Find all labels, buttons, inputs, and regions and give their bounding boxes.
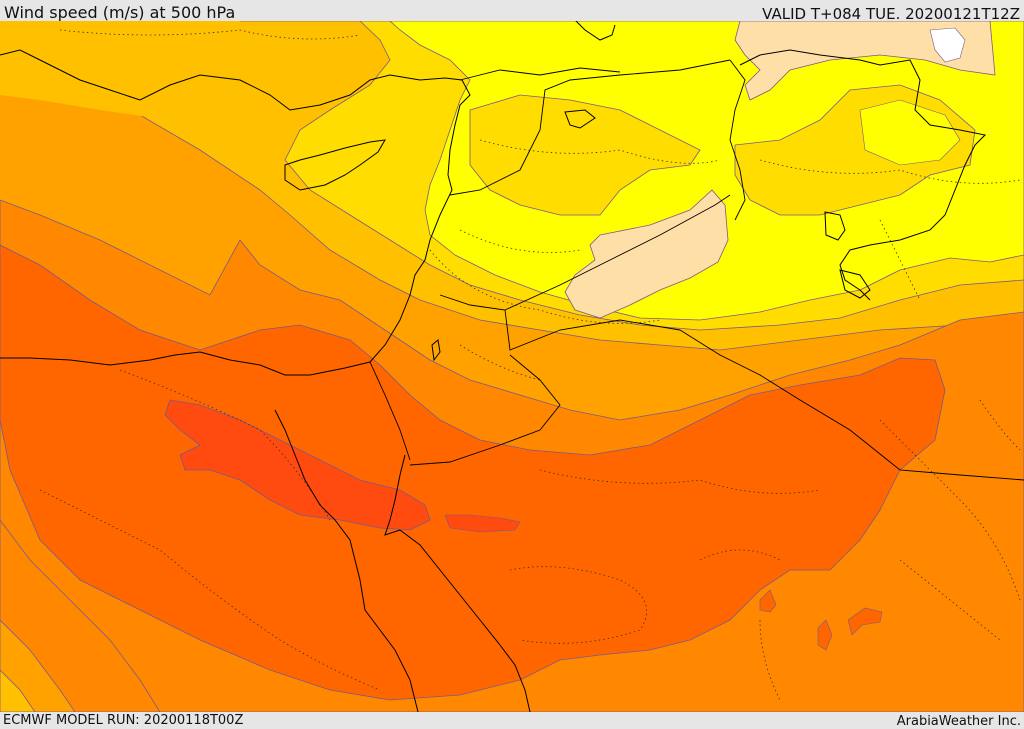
- spot-1: [759, 589, 777, 613]
- gold-blob-1: [469, 94, 701, 216]
- band-gold-lower-left: [0, 669, 36, 712]
- border-syria-iraq: [449, 59, 731, 196]
- header-bar: Wind speed (m/s) at 500 hPa VALID T+084 …: [0, 0, 1024, 23]
- credit-label: ArabiaWeather Inc.: [896, 714, 1021, 729]
- dead-sea: [431, 339, 441, 362]
- band-red-orange: [164, 399, 431, 531]
- red-sea-east-coast: [399, 529, 531, 712]
- qatar: [824, 211, 846, 241]
- border-jordan-saudi: [439, 294, 681, 351]
- border-saudi-east: [679, 329, 1024, 481]
- valid-time-label: VALID T+084 TUE. 20200121T12Z: [762, 5, 1020, 23]
- uae-coast: [839, 269, 871, 299]
- model-run-label: ECMWF MODEL RUN: 20200118T00Z: [3, 713, 244, 728]
- coastlines: [0, 21, 987, 712]
- map-title: Wind speed (m/s) at 500 hPa: [4, 3, 236, 22]
- spot-2: [817, 619, 833, 651]
- footer-bar: ECMWF MODEL RUN: 20200118T00Z ArabiaWeat…: [0, 712, 1024, 729]
- lake-van: [564, 109, 596, 129]
- peach-blob-main: [564, 189, 729, 319]
- band-amber-left: [0, 21, 420, 120]
- spot-3: [847, 607, 883, 636]
- caspian-coast: [575, 21, 616, 41]
- persian-gulf-coast: [739, 49, 987, 301]
- border-iraq-iran: [729, 59, 746, 221]
- red-orange-small: [444, 514, 521, 533]
- band-orange-dark: [0, 244, 946, 701]
- border-saudi-iraq: [504, 194, 731, 311]
- gulf-aqaba: [384, 454, 406, 536]
- yellow-blob-1: [859, 99, 961, 166]
- wind-speed-map: [0, 21, 1024, 712]
- white-blob: [929, 27, 966, 63]
- borders: [369, 59, 1024, 481]
- cyprus-outline: [284, 139, 386, 191]
- border-turkey: [459, 67, 621, 81]
- sinai-gulf-suez: [274, 409, 419, 712]
- border-egypt-sudan: [409, 354, 561, 466]
- dotted-contours: [39, 29, 1021, 701]
- border-egypt-libya: [369, 361, 411, 461]
